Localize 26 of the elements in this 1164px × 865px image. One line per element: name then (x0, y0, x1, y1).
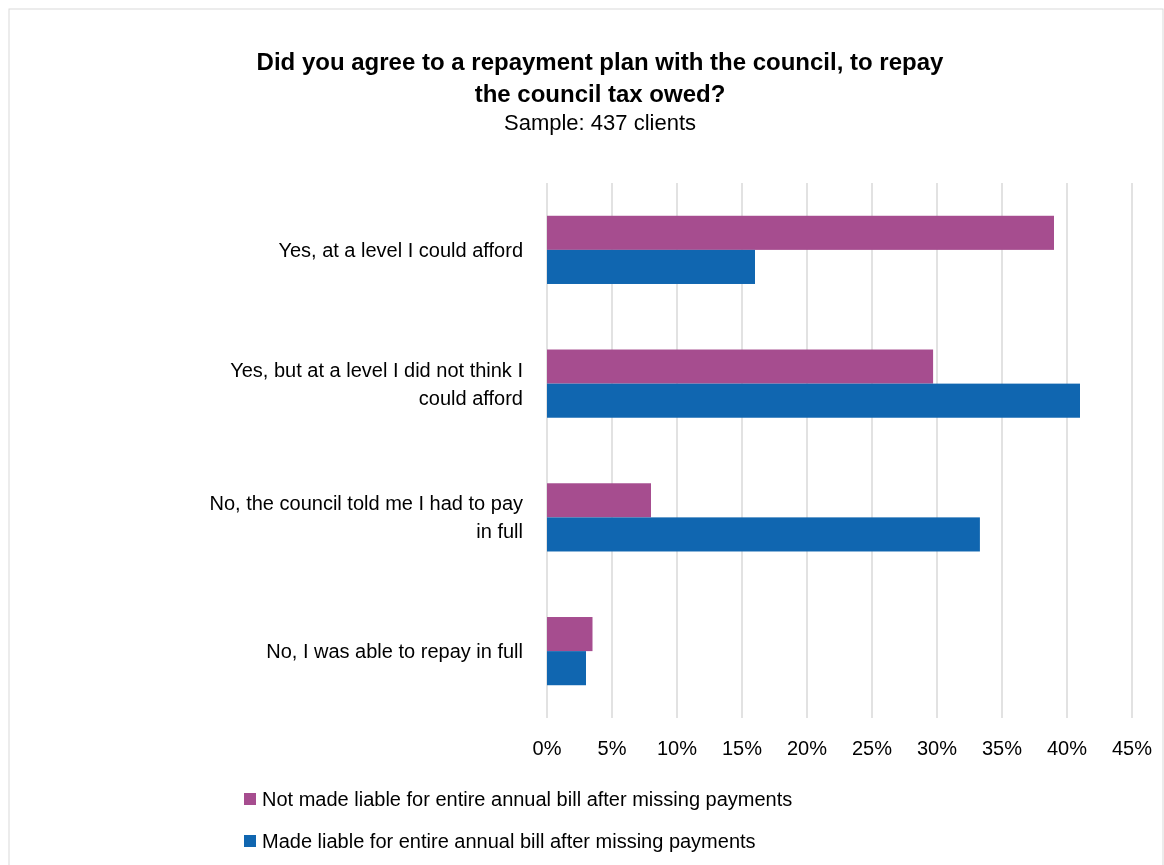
bar (547, 617, 593, 652)
bar (547, 483, 651, 518)
bar (547, 517, 980, 552)
legend-label: Made liable for entire annual bill after missing payments (262, 830, 756, 852)
bar (547, 383, 1080, 418)
x-tick-label: 45% (1111, 737, 1153, 759)
y-tick-label: No, the council told me I had to pay in full (209, 492, 523, 543)
x-tick-label: 35% (981, 737, 1023, 759)
chart-title: Did you agree to a repayment plan with the council, to repay the council tax owed? (256, 48, 945, 107)
y-tick-label: No, I was able to repay in full (266, 640, 523, 663)
y-tick-label: Yes, at a level I could afford (278, 238, 523, 261)
legend-label: Not made liable for entire annual bill after missing payments (262, 788, 793, 810)
bar (547, 651, 586, 686)
bar (547, 349, 934, 384)
x-tick-label: 20% (786, 737, 828, 759)
x-tick-label: 0% (532, 737, 562, 759)
x-tick-label: 10% (656, 737, 698, 759)
x-tick-label: 5% (597, 737, 627, 759)
x-tick-label: 25% (851, 737, 893, 759)
bar (547, 215, 1054, 250)
x-tick-label: 15% (721, 737, 763, 759)
x-tick-label: 40% (1046, 737, 1088, 759)
bar (547, 249, 755, 284)
x-tick-label: 30% (916, 737, 958, 759)
chart-subtitle: Sample: 437 clients (504, 110, 696, 135)
y-tick-label: Yes, but at a level I did not think I could afford (230, 358, 523, 409)
